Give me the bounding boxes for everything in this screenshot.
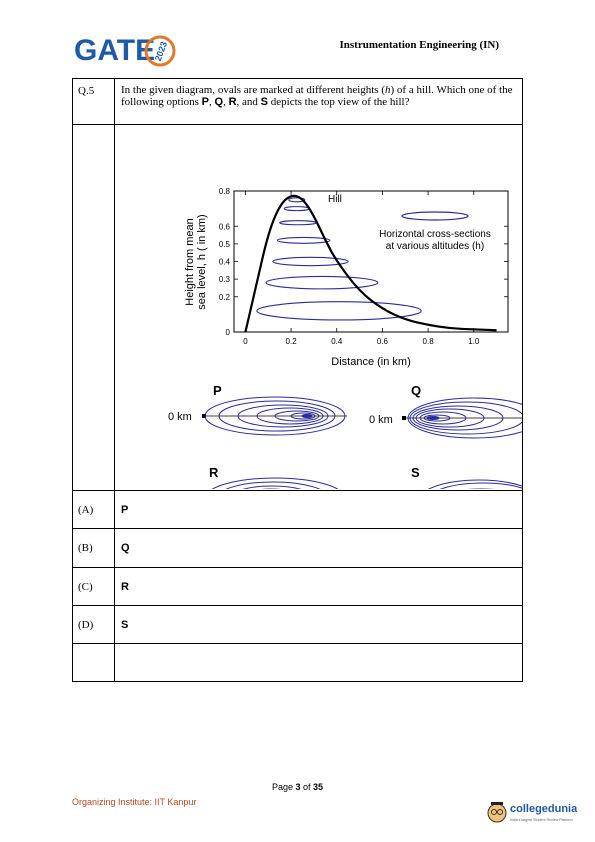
y-tick-label: 0.4 [219, 258, 231, 267]
y-tick-label: 0.8 [219, 187, 231, 196]
option-r-figure: R 0 km [209, 465, 339, 489]
option-s-figure: S 0 km [411, 465, 522, 489]
brand-tagline: India's largest Student Review Platform [510, 818, 573, 822]
hill-chart: 0 0.2 0.4 0.6 0.8 1.0 0 0.2 0.3 0.4 0.5 0.6 0.8 Hil… [184, 187, 509, 368]
zero-km-label: 0 km [168, 411, 192, 423]
option-b-text: Q [114, 528, 523, 568]
y-axis-label-1: Height from mean [184, 218, 196, 305]
question-table: Q.5 In the given diagram, ovals are mark… [72, 78, 523, 682]
x-tick-label: 0.6 [377, 337, 389, 346]
x-tick-label: 0.2 [286, 337, 298, 346]
cross-section-ellipses [256, 197, 422, 321]
legend-ellipse [401, 211, 469, 221]
option-p-label: P [213, 383, 222, 398]
empty-cell [72, 643, 115, 682]
empty-cell [114, 643, 523, 682]
y-tick-label: 0.3 [219, 275, 231, 284]
organizing-institute: Organizing Institute: IIT Kanpur [72, 797, 197, 807]
x-tick-labels: 0 0.2 0.4 0.6 0.8 1.0 [243, 191, 480, 346]
logo-year: 2023 [153, 40, 169, 62]
figure-cell: 0 0.2 0.4 0.6 0.8 1.0 0 0.2 0.3 0.4 0.5 0.6 0.8 Hil… [114, 124, 523, 491]
option-a-label: (A) [72, 490, 115, 529]
cross-section-ellipse [276, 236, 331, 244]
option-q-figure: Q 0 km [369, 383, 522, 439]
collegedunia-logo: collegedunia India's largest Student Rev… [487, 802, 577, 823]
gate-2023-logo: GATE 2023 [74, 34, 176, 67]
option-a-text: P [114, 490, 523, 529]
legend-line2: at various altitudes (h) [386, 241, 484, 252]
brand-name: collegedunia [510, 803, 577, 815]
question-text: In the given diagram, ovals are marked a… [114, 78, 523, 125]
hill-curve [244, 194, 497, 333]
y-tick-label: 0 [226, 328, 231, 337]
y-tick-label: 0.2 [219, 293, 231, 302]
x-tick-label: 0.8 [423, 337, 435, 346]
question-number: Q.5 [72, 78, 115, 125]
zero-km-label: 0 km [369, 414, 393, 426]
option-p-figure: P 0 km [168, 383, 347, 436]
option-s-label: S [411, 465, 420, 480]
legend-line1: Horizontal cross-sections [379, 229, 491, 240]
option-r-label: R [209, 465, 219, 480]
option-c-label: (C) [72, 567, 115, 606]
hill-figure: 0 0.2 0.4 0.6 0.8 1.0 0 0.2 0.3 0.4 0.5 0.6 0.8 Hil… [168, 187, 522, 489]
page-number: Page 3 of 35 [271, 782, 324, 792]
x-tick-label: 0.4 [331, 337, 343, 346]
cross-section-ellipse [279, 220, 317, 226]
plot-frame [233, 190, 509, 333]
logo-text: GATE [74, 34, 155, 67]
option-d-label: (D) [72, 605, 115, 644]
x-tick-label: 0 [243, 337, 248, 346]
subject-title: Instrumentation Engineering (IN) [339, 39, 499, 51]
y-axis-label-2: sea level, h ( in km) [196, 214, 208, 309]
y-tick-label: 0.5 [219, 240, 231, 249]
option-q-label: Q [411, 383, 421, 398]
cross-section-ellipse [256, 301, 422, 321]
y-tick-label: 0.6 [219, 222, 231, 231]
cross-section-ellipse [288, 197, 306, 203]
mascot-icon [487, 803, 507, 823]
cross-section-ellipse [272, 256, 349, 267]
y-tick-labels: 0 0.2 0.3 0.4 0.5 0.6 0.8 [219, 187, 508, 337]
hill-label: Hill [328, 194, 342, 205]
option-b-label: (B) [72, 528, 115, 568]
cross-section-ellipse [265, 275, 379, 290]
x-tick-label: 1.0 [468, 337, 480, 346]
option-c-text: R [114, 567, 523, 606]
cross-section-ellipse [283, 206, 310, 212]
option-d-text: S [114, 605, 523, 644]
x-axis-label: Distance (in km) [331, 356, 410, 368]
